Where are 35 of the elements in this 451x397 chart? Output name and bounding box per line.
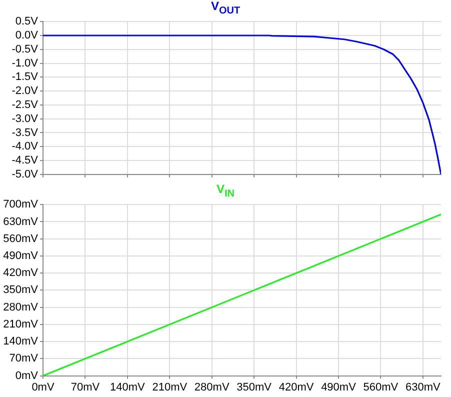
y-tick-label: 0.0V bbox=[15, 30, 39, 42]
y-tick-label: -3.0V bbox=[12, 112, 39, 125]
y-tick-label: 140mV bbox=[3, 336, 39, 348]
y-tick-label: 0.5V bbox=[15, 16, 39, 28]
chart-title: V$_{OUT}$ bbox=[210, 0, 242, 16]
y-tick-label: 560mV bbox=[3, 232, 39, 245]
x-tick-label: 630mV bbox=[405, 381, 441, 394]
x-tick-label: 140mV bbox=[110, 381, 146, 394]
x-tick-label: 490mV bbox=[321, 381, 357, 394]
y-tick-label: -5.0V bbox=[12, 168, 39, 180]
x-tick-label: 280mV bbox=[194, 381, 230, 394]
chart-title: V$_{IN}$ bbox=[215, 182, 236, 200]
y-tick-label: -2.5V bbox=[12, 98, 39, 111]
x-tick-label: 350mV bbox=[236, 381, 272, 394]
y-tick-label: 210mV bbox=[3, 318, 39, 330]
y-tick-label: -4.0V bbox=[12, 140, 39, 153]
x-tick-label: 0mV bbox=[32, 381, 55, 394]
y-tick-label: -2.0V bbox=[12, 85, 39, 98]
y-tick-label: -4.5V bbox=[12, 154, 39, 167]
y-tick-label: 350mV bbox=[3, 284, 39, 296]
y-tick-label: 700mV bbox=[3, 198, 39, 211]
y-tick-label: 630mV bbox=[3, 216, 39, 228]
y-tick-label: 490mV bbox=[3, 250, 39, 262]
y-tick-label: -1.5V bbox=[12, 71, 39, 84]
x-tick-label: 420mV bbox=[278, 381, 314, 394]
x-tick-label: 210mV bbox=[152, 381, 188, 394]
y-tick-label: -0.5V bbox=[12, 43, 39, 56]
y-tick-label: 280mV bbox=[3, 301, 39, 314]
y-tick-label: 70mV bbox=[9, 352, 39, 365]
y-tick-label: 420mV bbox=[3, 267, 39, 280]
x-tick-label: 70mV bbox=[70, 381, 100, 394]
y-tick-label: -1.0V bbox=[12, 57, 39, 70]
y-tick-label: 0mV bbox=[15, 370, 39, 382]
x-tick-label: 560mV bbox=[363, 381, 399, 394]
y-tick-label: -3.5V bbox=[12, 126, 39, 139]
